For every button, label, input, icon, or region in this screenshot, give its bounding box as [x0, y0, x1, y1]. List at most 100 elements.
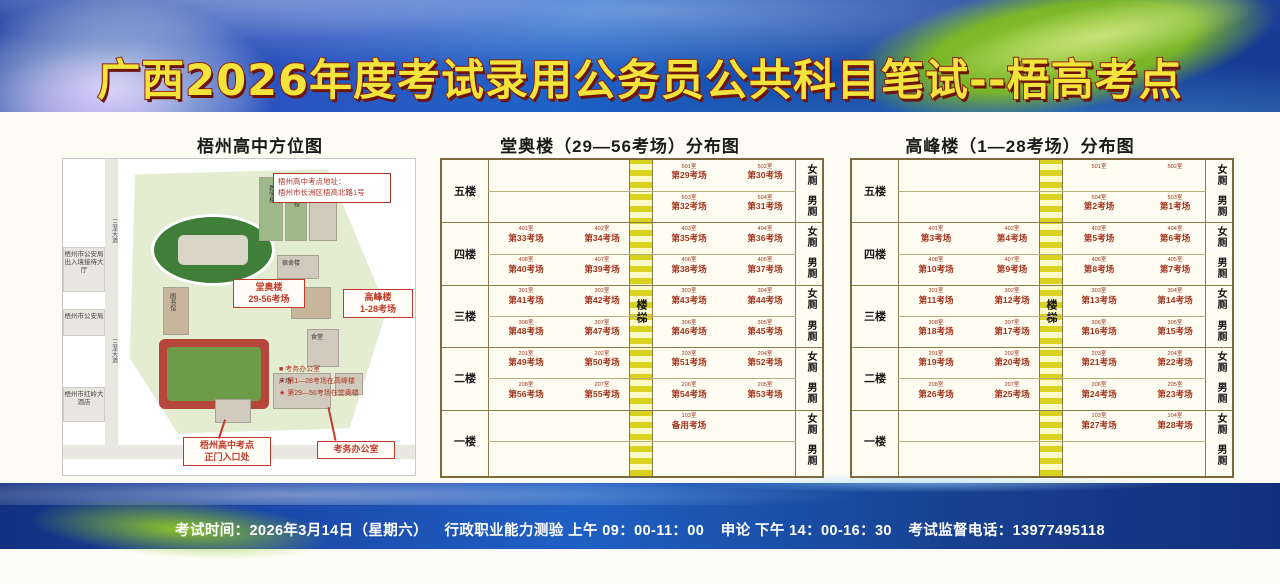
gaofeng-row-divider	[898, 191, 1206, 193]
gaofeng-exam-room-cell: 406室 第8考场	[1061, 258, 1137, 274]
gaofeng-row-divider	[898, 440, 1206, 442]
exam-room-name: 第8考场	[1083, 263, 1115, 274]
surrounding-3-label: 梧州市红岭大酒店	[64, 391, 104, 406]
restroom-label: 女厕	[1215, 413, 1226, 436]
exam-room-name: 备用考场	[671, 419, 707, 430]
exam-room-name: 第38考场	[671, 263, 707, 274]
exam-room-name: 第48考场	[508, 326, 544, 337]
exam-room-name: 第18考场	[918, 326, 954, 337]
tangao-exam-room-cell: 303室 第43考场	[651, 289, 727, 305]
gaofeng-floor-label: 二楼	[864, 373, 886, 386]
exam-room-name: 第25考场	[994, 388, 1030, 399]
section-title-gaofeng: 高峰楼（1—28考场）分布图	[905, 137, 1135, 156]
tangao-row-divider	[488, 378, 796, 380]
sports-field	[151, 214, 275, 286]
room-number: 302室	[594, 288, 610, 295]
surrounding-2-label: 梧州市公安局	[64, 313, 104, 320]
exam-room-name: 第27考场	[1081, 419, 1117, 430]
gaofeng-exam-room-cell: 304室 第14考场	[1137, 289, 1213, 305]
room-number: 202室	[1004, 350, 1020, 357]
campus-map: 教学楼 实验楼 宿舍楼 食堂 广场 图书馆 梧州市公安局 出入境接待大厅 梧州市…	[62, 158, 416, 476]
exam-room-name: 第21考场	[1081, 357, 1117, 368]
exam-room-name: 第7考场	[1159, 263, 1191, 274]
tangao-floor-label: 一楼	[454, 435, 476, 448]
surrounding-2: 梧州市公安局	[63, 309, 105, 336]
gaofeng-exam-room-cell: 204室 第22考场	[1137, 351, 1213, 368]
exam-room-name: 第52考场	[747, 357, 783, 368]
tangao-exam-room-cell: 204室 第52考场	[727, 351, 803, 368]
tangao-exam-room-cell: 405室 第37考场	[727, 258, 803, 274]
gaofeng-exam-room-cell: 306室 第16考场	[1061, 320, 1137, 337]
restroom-label: 男厕	[1215, 319, 1226, 342]
exam-room-name: 第42考场	[584, 294, 620, 305]
restroom-label: 男厕	[1215, 194, 1226, 217]
room-number: 203室	[1091, 350, 1107, 357]
exam-room-name: 第13考场	[1081, 294, 1117, 305]
tangao-exam-room-cell: 308室 第48考场	[488, 319, 564, 337]
exam-room-name: 第51考场	[671, 357, 707, 368]
room-number: 304室	[757, 288, 773, 295]
room-number: 403室	[681, 226, 697, 232]
tangao-exam-room-cell: 301室 第41考场	[488, 289, 564, 305]
exam-room-name: 第37考场	[747, 263, 783, 274]
gaofeng-floor-label: 三楼	[864, 311, 886, 323]
room-number: 205室	[1167, 382, 1183, 388]
room-number: 308室	[518, 319, 534, 326]
room-number: 207室	[594, 382, 610, 388]
room-number: 408室	[928, 257, 944, 264]
tangao-exam-room-cell: 402室 第34考场	[564, 226, 640, 243]
exam-room-name: 第23考场	[1157, 388, 1193, 399]
tangao-floor-divider	[442, 409, 822, 411]
gaofeng-exam-room-cell: 303室 第13考场	[1061, 289, 1137, 305]
restroom-label: 男厕	[805, 319, 816, 342]
exam-room-name: 第11考场	[918, 294, 954, 305]
room-number: 305室	[1167, 319, 1183, 326]
tangao-exam-room-cell: 408室 第40考场	[488, 258, 564, 274]
room-number: 501室	[1091, 163, 1107, 170]
tangao-restroom-column: 女厕 男厕 女厕 男厕 女厕 男厕 女厕 男厕 女厕 男厕	[795, 160, 822, 476]
gaofeng-exam-room-cell: 202室 第20考场	[974, 350, 1050, 368]
exam-room-name: 第32考场	[671, 201, 707, 212]
exam-room-name: 第22考场	[1157, 357, 1193, 368]
exam-room-name: 第33考场	[508, 232, 544, 243]
gaofeng-exam-room-cell: 403室 第5考场	[1061, 226, 1137, 243]
restroom-label: 女厕	[1215, 226, 1226, 248]
restroom-label: 男厕	[805, 382, 816, 404]
room-number: 306室	[681, 319, 697, 326]
sports-field-inner	[178, 235, 248, 265]
exam-room-name: 第19考场	[918, 357, 954, 368]
room-number: 405室	[757, 257, 773, 264]
page-title: 广西2026年度考试录用公务员公共科目笔试--梧高考点	[96, 55, 1183, 107]
gaofeng-floor-label: 一楼	[864, 435, 886, 448]
tangao-exam-room-cell: 302室 第42考场	[564, 289, 640, 305]
tangao-exam-room-cell: 406室 第38考场	[651, 258, 727, 274]
room-number: 406室	[681, 257, 697, 264]
tangao-floor-label: 二楼	[454, 373, 476, 386]
exam-room-name: 第47考场	[584, 326, 620, 337]
room-number: 503室	[681, 194, 697, 201]
callout-tangao: 堂奥楼 29-56考场	[233, 279, 305, 309]
room-number: 208室	[928, 382, 944, 388]
tangao-row-divider	[488, 316, 796, 317]
footer-subject-1: 行政职业能力测验 上午 09：00-11：00	[444, 523, 705, 539]
gaofeng-exam-room-cell: 407室 第9考场	[974, 258, 1050, 274]
building-i	[163, 287, 189, 335]
room-number: 502室	[1167, 163, 1183, 170]
restroom-label: 女厕	[805, 163, 816, 186]
tangao-exam-room-cell: 205室 第53考场	[727, 382, 803, 399]
inner-label-4: 食堂	[311, 335, 324, 341]
tangao-exam-room-cell: 403室 第35考场	[651, 226, 727, 243]
room-number: 502室	[757, 163, 773, 170]
room-number: 303室	[1091, 288, 1107, 295]
gaofeng-exam-room-cell: 104室 第28考场	[1137, 414, 1213, 430]
gaofeng-floor-label: 四楼	[864, 248, 886, 261]
exam-room-name: 第45考场	[747, 326, 783, 337]
room-number: 202室	[594, 350, 610, 357]
room-number: 103室	[681, 413, 697, 420]
gaofeng-exam-room-cell: 205室 第23考场	[1137, 382, 1213, 399]
gaofeng-row-divider	[898, 316, 1206, 317]
inner-label-6: 图书馆	[168, 293, 175, 311]
tangao-exam-room-cell: 202室 第50考场	[564, 350, 640, 368]
room-number: 301室	[518, 288, 534, 295]
legend-item-1: ★ 第1—28考场在高峰楼	[279, 377, 355, 385]
